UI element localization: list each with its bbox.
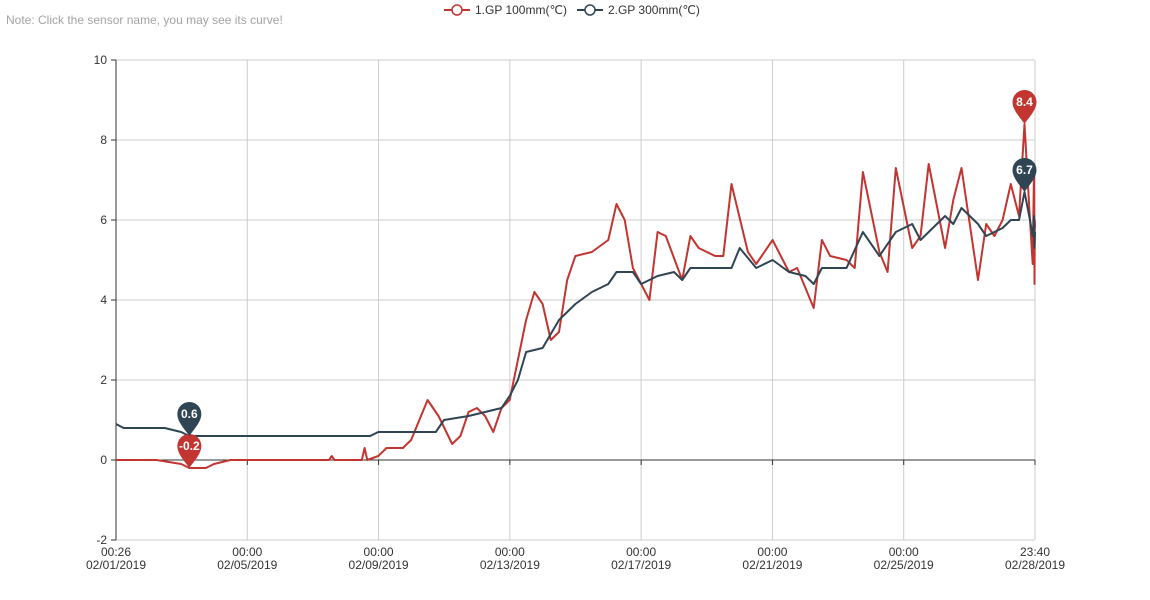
legend-marker-series-1-icon — [444, 4, 470, 16]
x-tick-label-time: 00:00 — [232, 545, 262, 559]
legend-label-series-1: 1.GP 100mm(℃) — [475, 3, 567, 17]
marker-pin-label: 6.7 — [1016, 163, 1033, 177]
note-text: Note: Click the sensor name, you may see… — [6, 13, 283, 27]
x-tick-label-time: 00:00 — [626, 545, 656, 559]
x-tick-label-time: 00:00 — [364, 545, 394, 559]
legend-item-series-2[interactable]: 2.GP 300mm(℃) — [576, 3, 700, 17]
x-tick-label-date: 02/13/2019 — [480, 558, 540, 572]
legend-label-series-2: 2.GP 300mm(℃) — [607, 3, 700, 17]
marker-pin-max-series-1: 8.4 — [1012, 90, 1037, 124]
x-tick-label-date: 02/28/2019 — [1005, 558, 1065, 572]
series-line-2 — [115, 191, 1036, 437]
marker-pin-shape — [177, 402, 202, 436]
y-tick-label: 0 — [100, 453, 107, 467]
marker-pin-shape — [1012, 90, 1037, 124]
marker-pin-max-series-2: 6.7 — [1012, 158, 1037, 192]
marker-pin-label: -0.2 — [179, 439, 200, 453]
y-tick-label: -2 — [96, 533, 107, 547]
y-tick-label: 8 — [100, 133, 107, 147]
series-line-1 — [116, 123, 1036, 469]
y-tick-label: 10 — [94, 53, 108, 67]
x-tick-label-time: 00:00 — [495, 545, 525, 559]
x-tick-label-time: 00:00 — [757, 545, 787, 559]
y-tick-label: 4 — [100, 293, 107, 307]
marker-pin-label: 0.6 — [181, 407, 198, 421]
x-tick-label-date: 02/09/2019 — [349, 558, 409, 572]
marker-pin-label: 8.4 — [1016, 95, 1033, 109]
x-tick-label-time: 23:40 — [1020, 545, 1050, 559]
legend-item-series-1[interactable]: 1.GP 100mm(℃) — [444, 3, 567, 17]
x-tick-label-date: 02/05/2019 — [217, 558, 277, 572]
marker-pin-min-series-2: 0.6 — [177, 402, 202, 436]
x-tick-label-date: 02/21/2019 — [742, 558, 802, 572]
y-tick-label: 2 — [100, 373, 107, 387]
x-tick-label-date: 02/17/2019 — [611, 558, 671, 572]
x-tick-label-date: 02/25/2019 — [874, 558, 934, 572]
legend: 1.GP 100mm(℃) 2.GP 300mm(℃) — [444, 3, 700, 17]
marker-pin-shape — [177, 434, 202, 468]
x-tick-label-time: 00:00 — [889, 545, 919, 559]
x-tick-label-date: 02/01/2019 — [86, 558, 146, 572]
y-tick-label: 6 — [100, 213, 107, 227]
legend-marker-series-2-icon — [576, 4, 603, 16]
marker-pin-shape — [1012, 158, 1037, 192]
marker-pin-min-series-1: -0.2 — [177, 434, 202, 468]
x-tick-label-time: 00:26 — [101, 545, 131, 559]
